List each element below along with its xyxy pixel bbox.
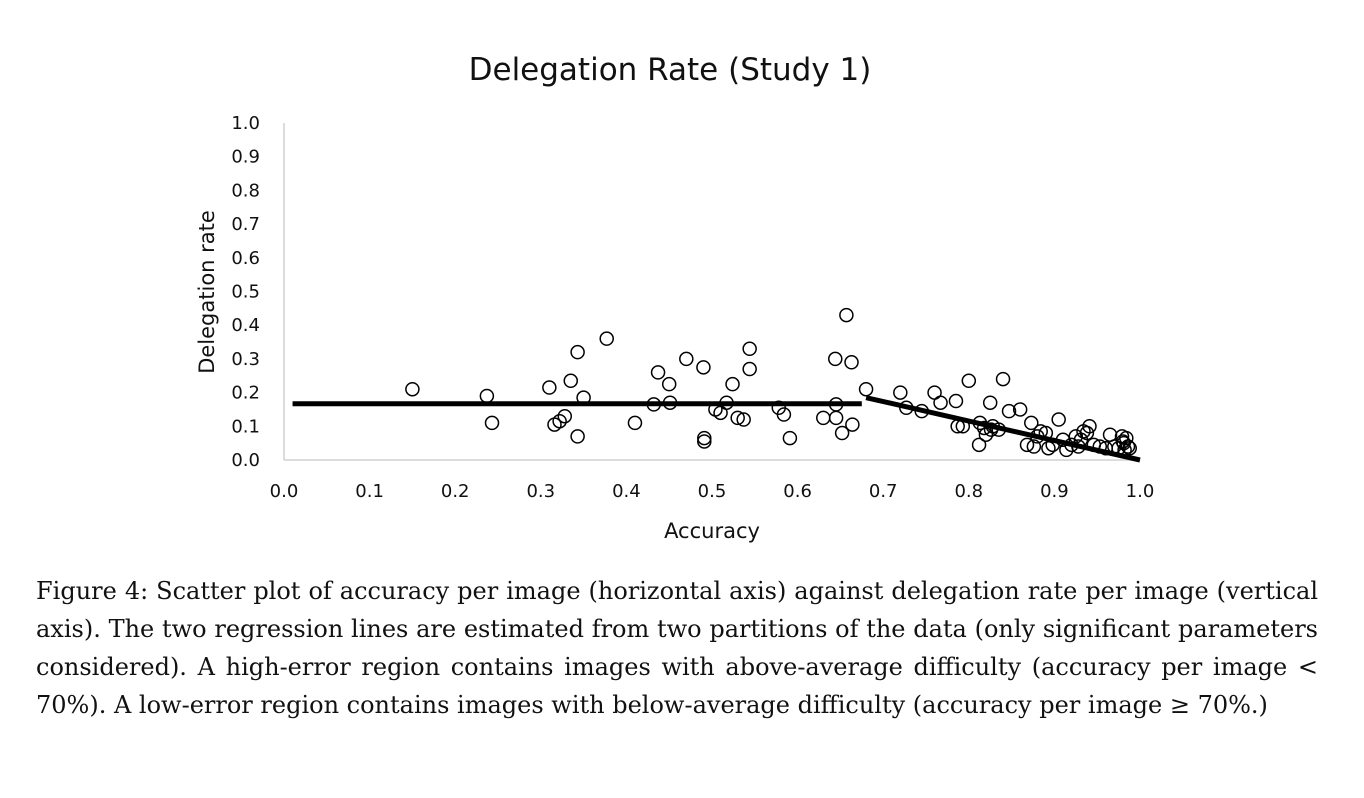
- data-point: [736, 412, 751, 427]
- x-tick-label: 0.1: [355, 481, 384, 502]
- x-tick-label: 1.0: [1126, 481, 1155, 502]
- data-point: [816, 410, 831, 426]
- y-tick-label: 0.4: [231, 315, 260, 336]
- y-tick-label: 0.3: [231, 349, 260, 370]
- data-point: [570, 344, 585, 360]
- x-tick-label: 0.4: [612, 481, 641, 502]
- data-point: [552, 413, 567, 429]
- data-point: [982, 395, 998, 410]
- data-point: [927, 385, 942, 400]
- data-point: [991, 422, 1007, 437]
- data-point: [1051, 412, 1066, 427]
- x-tick-label: 0.2: [441, 481, 470, 502]
- scatter-chart: Delegation Rate (Study 1) 0.00.10.20.30.…: [195, 52, 1155, 543]
- data-point: [697, 434, 712, 449]
- data-point: [661, 376, 677, 392]
- data-point: [955, 419, 971, 434]
- data-point: [782, 430, 798, 446]
- data-point: [557, 408, 573, 424]
- data-point: [696, 360, 711, 375]
- data-point: [542, 380, 557, 395]
- data-point: [1122, 440, 1137, 456]
- figure-caption: Figure 4: Scatter plot of accuracy per i…: [36, 577, 1318, 719]
- data-point: [742, 361, 757, 377]
- data-point: [839, 307, 854, 323]
- data-points: [405, 307, 1137, 458]
- y-tick-label: 0.5: [231, 282, 260, 303]
- data-point: [1119, 430, 1134, 446]
- data-point: [405, 381, 420, 397]
- data-point: [858, 381, 874, 397]
- y-tick-label: 0.2: [231, 383, 260, 404]
- data-point: [948, 393, 964, 409]
- data-point: [834, 425, 850, 441]
- data-point: [479, 388, 495, 404]
- data-point: [484, 415, 500, 431]
- x-tick-label: 0.8: [954, 481, 983, 502]
- data-point: [1019, 437, 1035, 453]
- data-point: [893, 385, 908, 400]
- data-point: [563, 373, 579, 389]
- y-tick-label: 0.0: [231, 450, 260, 471]
- data-point: [899, 400, 914, 416]
- data-point: [1012, 402, 1028, 417]
- data-point: [576, 390, 591, 405]
- data-point: [995, 371, 1011, 387]
- data-point: [1038, 425, 1054, 441]
- data-point: [599, 331, 614, 346]
- chart-title: Delegation Rate (Study 1): [469, 52, 872, 88]
- x-tick-label: 0.9: [1040, 481, 1069, 502]
- data-point: [950, 419, 965, 434]
- x-tick-label: 0.3: [526, 481, 555, 502]
- x-tick-labels: 0.0 0.1 0.2 0.3 0.4 0.5 0.6 0.7 0.8 0.9 1.0: [270, 481, 1155, 502]
- data-point: [976, 420, 992, 436]
- x-tick-label: 0.5: [698, 481, 727, 502]
- data-point: [961, 373, 977, 389]
- data-point: [1071, 439, 1086, 454]
- x-tick-label: 0.7: [869, 481, 898, 502]
- data-point: [730, 410, 745, 426]
- data-point: [1092, 439, 1108, 454]
- data-point: [679, 351, 694, 367]
- data-point: [933, 395, 948, 410]
- data-point: [662, 395, 678, 410]
- y-tick-label: 0.8: [231, 180, 260, 201]
- data-point: [776, 407, 792, 422]
- y-tick-label: 0.6: [231, 248, 260, 269]
- y-tick-label: 1.0: [231, 113, 260, 134]
- data-point: [719, 395, 734, 410]
- y-tick-label: 0.7: [231, 214, 260, 235]
- y-tick-labels: 0.0 0.1 0.2 0.3 0.4 0.5 0.6 0.7 0.8 0.9 1.0: [231, 113, 260, 471]
- data-point: [1102, 427, 1118, 442]
- data-point: [1120, 439, 1136, 454]
- data-point: [1079, 425, 1095, 441]
- data-point: [1001, 403, 1017, 419]
- data-point: [845, 417, 860, 432]
- data-point: [971, 437, 987, 453]
- data-point: [828, 351, 843, 367]
- x-axis-label: Accuracy: [664, 519, 760, 543]
- data-point: [742, 341, 757, 357]
- data-point: [1026, 439, 1042, 454]
- data-point: [646, 397, 662, 412]
- data-point: [570, 429, 585, 444]
- y-tick-label: 0.1: [231, 416, 260, 437]
- data-point: [650, 365, 666, 380]
- data-point: [914, 403, 929, 419]
- data-point: [1082, 419, 1097, 434]
- data-point: [627, 415, 643, 431]
- x-tick-label: 0.6: [783, 481, 812, 502]
- y-axis-label: Delegation rate: [195, 210, 219, 374]
- x-tick-label: 0.0: [270, 481, 299, 502]
- y-tick-label: 0.9: [231, 147, 260, 168]
- data-point: [844, 355, 859, 370]
- data-point: [1041, 440, 1056, 456]
- regression-line: [865, 395, 1141, 463]
- data-point: [828, 410, 844, 426]
- data-point: [725, 376, 740, 392]
- data-point: [697, 430, 712, 446]
- data-point: [1024, 415, 1039, 431]
